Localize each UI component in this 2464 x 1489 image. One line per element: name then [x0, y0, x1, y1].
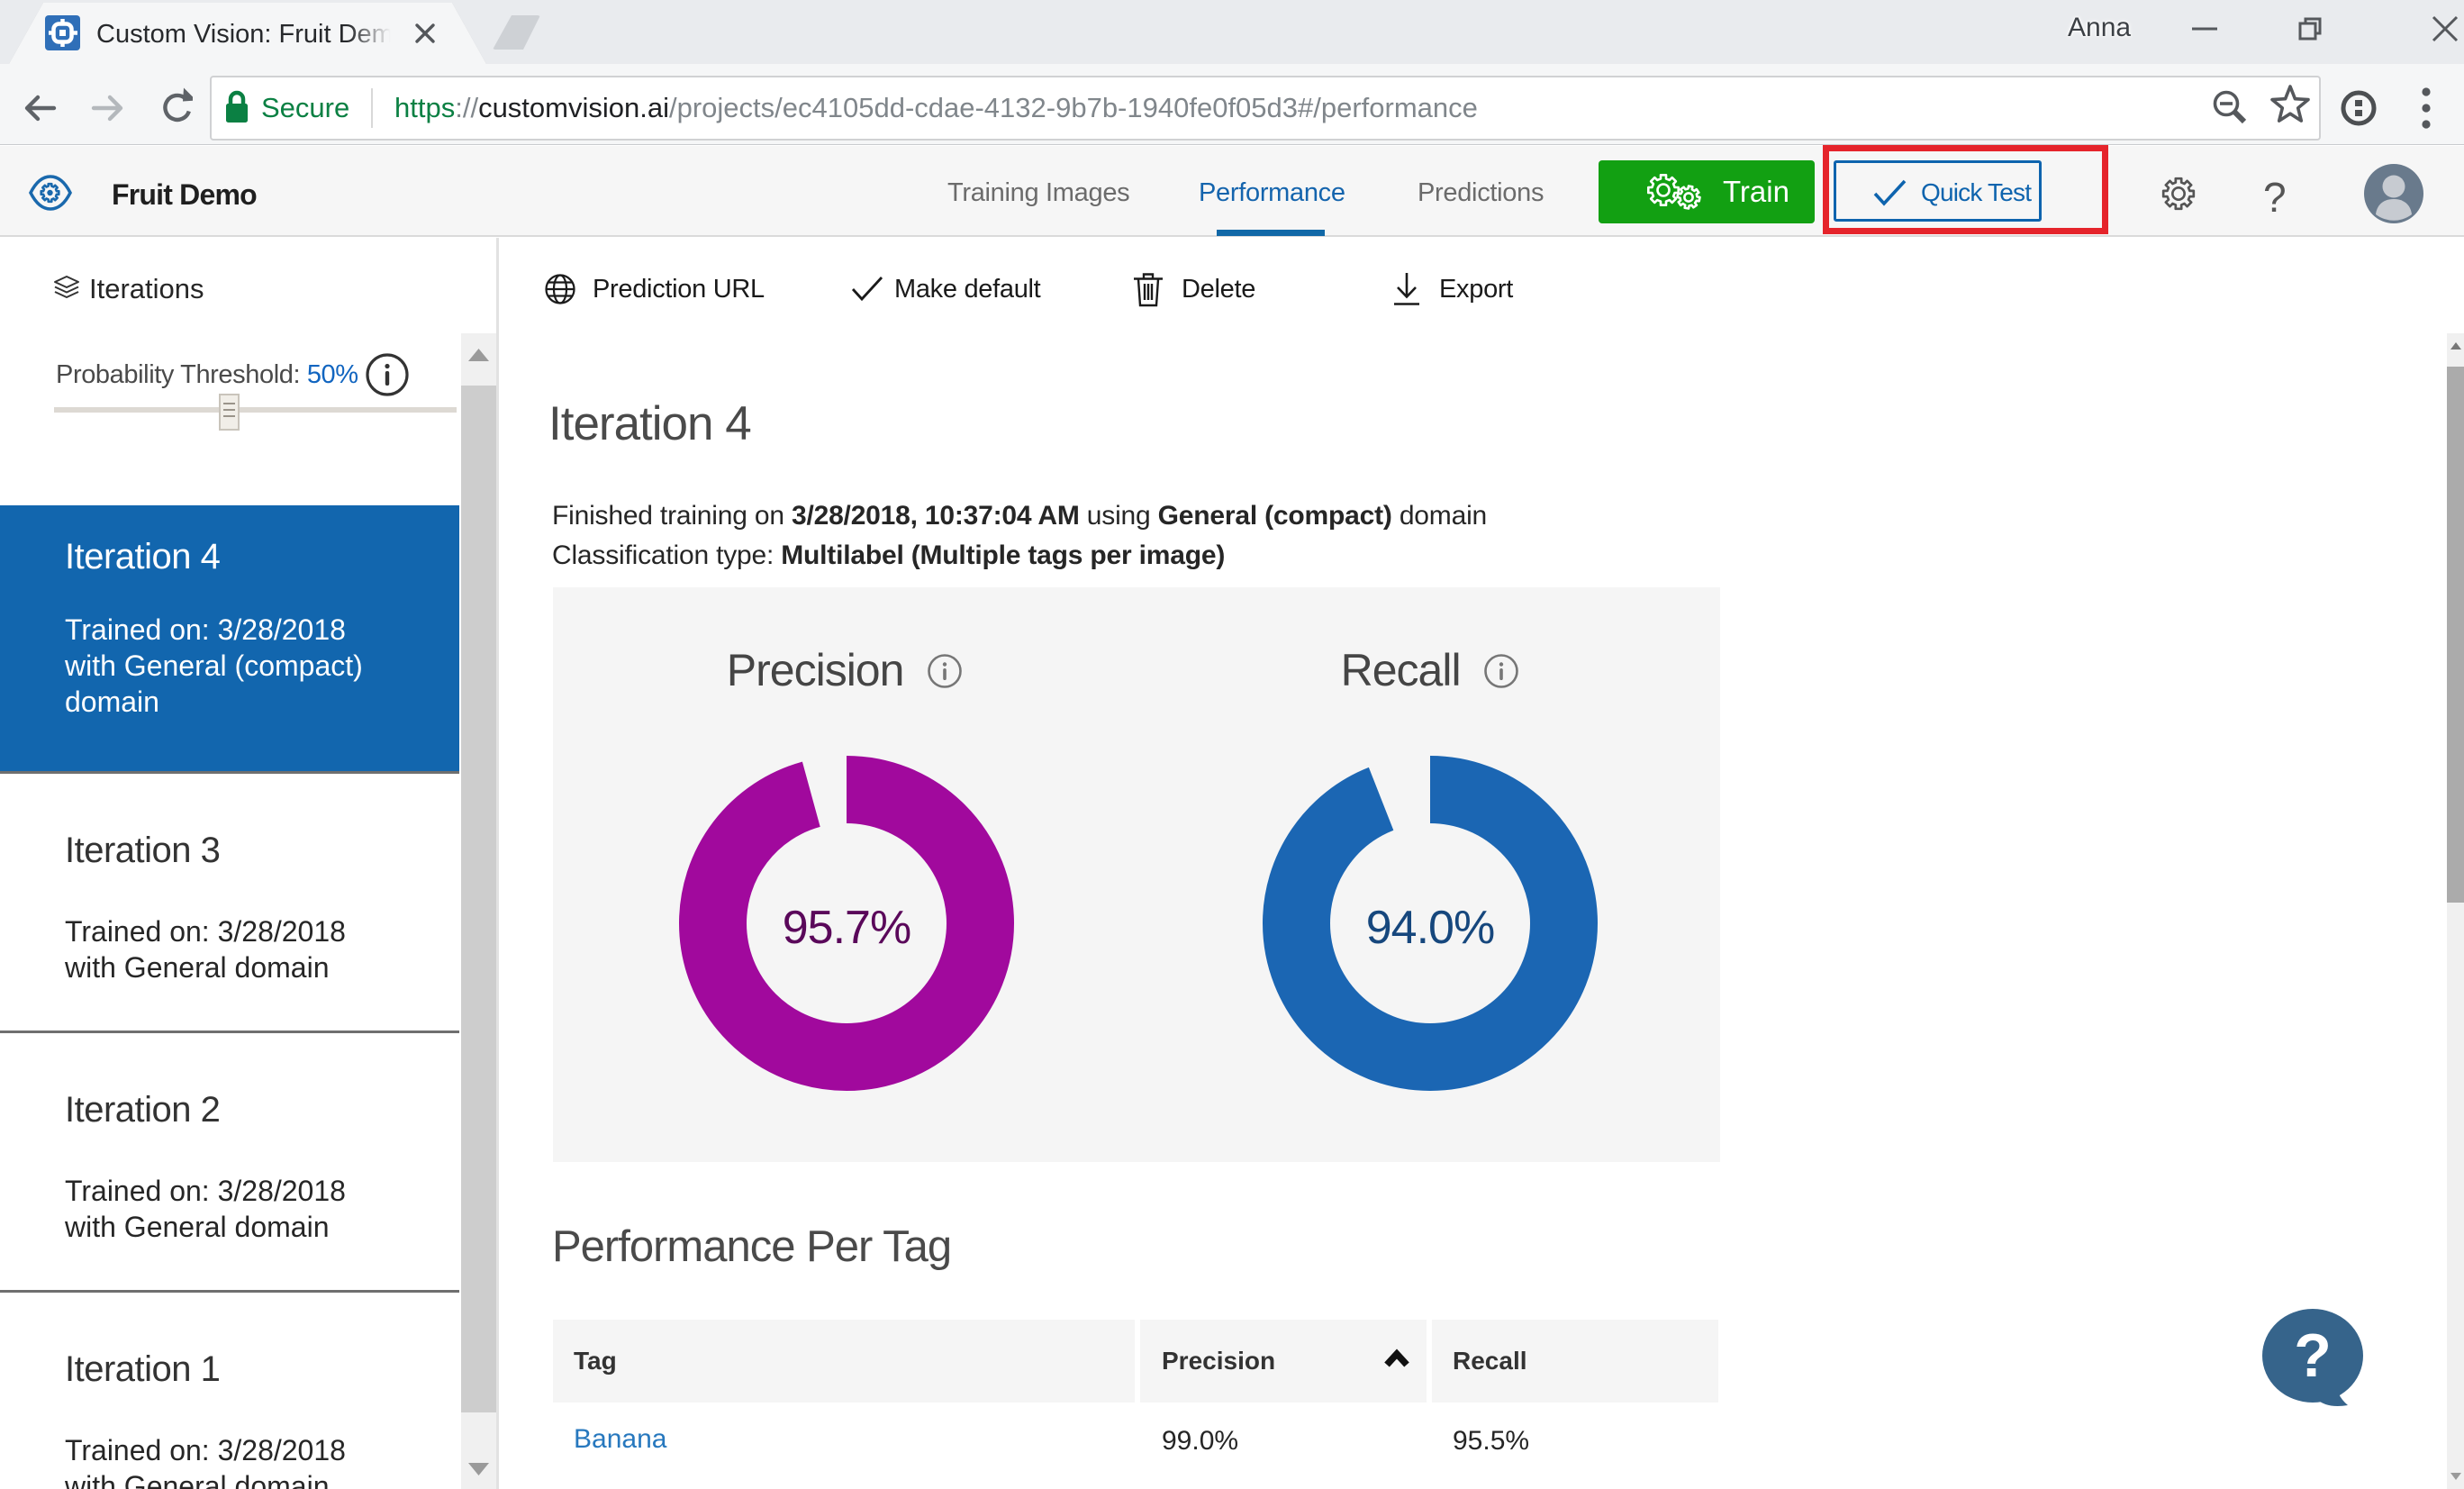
svg-text:?: ? [2294, 1321, 2332, 1390]
